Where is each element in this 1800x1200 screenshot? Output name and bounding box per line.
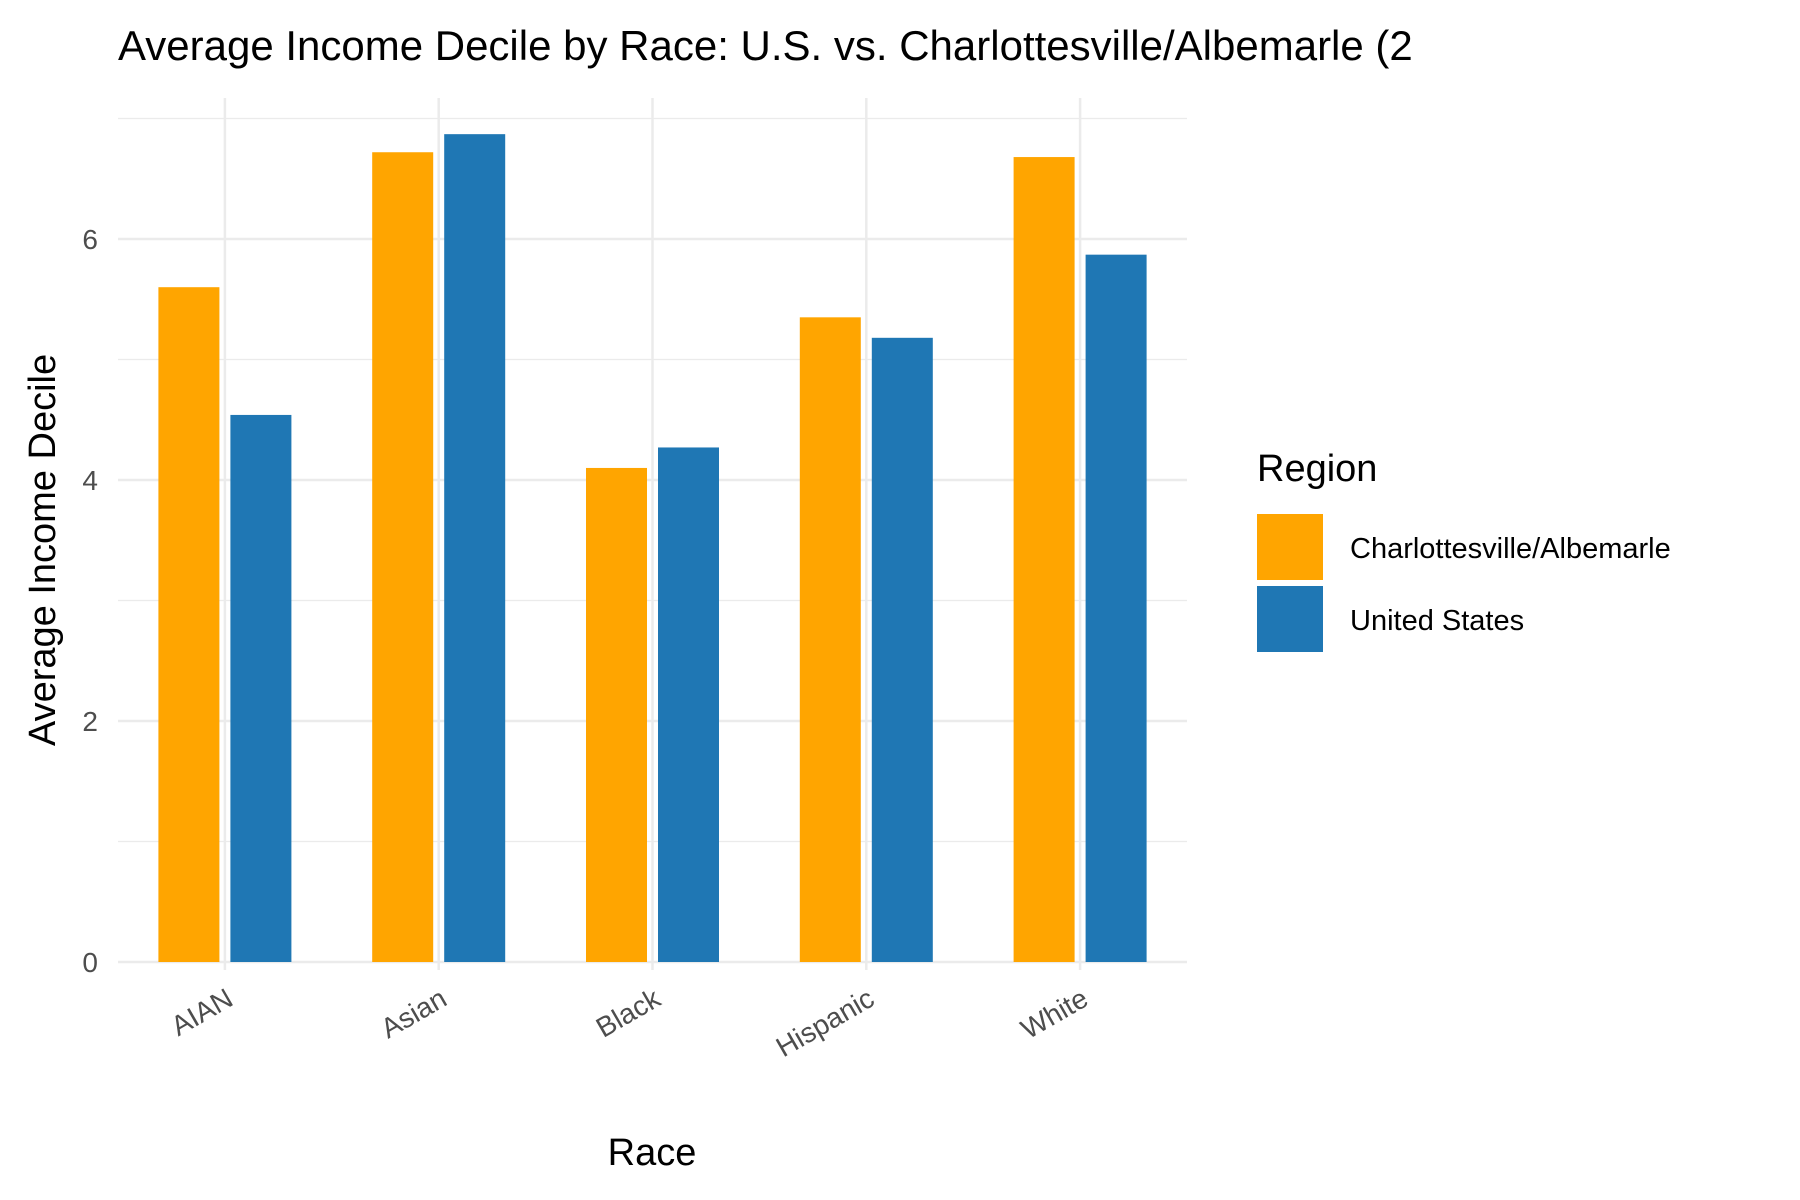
bar-black-charlottesville-albemarle — [586, 467, 647, 962]
bar-aian-charlottesville-albemarle — [158, 287, 220, 962]
y-tick-labels: 0 2 4 6 — [82, 224, 98, 978]
legend-swatch-united-states — [1257, 586, 1323, 652]
bar-hispanic-charlottesville-albemarle — [799, 317, 861, 962]
y-tick-label: 0 — [82, 947, 98, 978]
x-tick-label: Hispanic — [771, 982, 880, 1063]
legend-label-charlottesville: Charlottesville/Albemarle — [1350, 533, 1671, 565]
bar-asian-united-states — [444, 134, 506, 963]
legend-label-united-states: United States — [1350, 605, 1524, 637]
y-tick-label: 2 — [82, 706, 98, 737]
x-tick-label: Black — [591, 982, 667, 1044]
x-tick-label: White — [1016, 982, 1093, 1045]
legend: Region Charlottesville/Albemarle United … — [1257, 448, 1671, 652]
y-tick-label: 6 — [82, 224, 98, 255]
bar-aian-united-states — [230, 414, 292, 962]
grid-lines — [118, 98, 1187, 970]
bar-white-charlottesville-albemarle — [1013, 157, 1075, 962]
bar-black-united-states — [658, 447, 719, 963]
y-axis-title: Average Income Decile — [22, 354, 64, 746]
x-tick-label: AIAN — [166, 982, 238, 1042]
bar-hispanic-united-states — [871, 337, 933, 962]
bar-white-united-states — [1085, 254, 1147, 963]
legend-title: Region — [1257, 448, 1377, 490]
bars — [158, 134, 1147, 963]
y-tick-label: 4 — [82, 465, 98, 496]
bar-asian-charlottesville-albemarle — [372, 152, 434, 963]
legend-swatch-charlottesville — [1257, 514, 1323, 580]
x-tick-label: Asian — [376, 982, 452, 1044]
chart-title: Average Income Decile by Race: U.S. vs. … — [118, 22, 1413, 69]
x-tick-labels: AIAN Asian Black Hispanic White — [166, 982, 1093, 1063]
x-axis-title: Race — [608, 1132, 697, 1174]
